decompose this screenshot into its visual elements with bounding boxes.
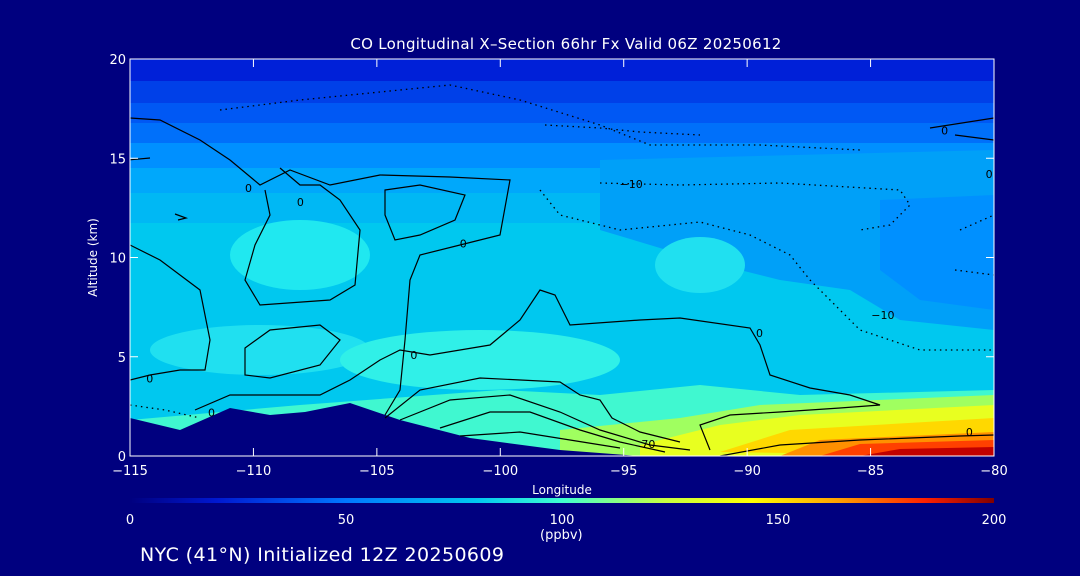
colorbar [130, 498, 994, 503]
x-tick-label: −90 [733, 464, 760, 479]
terrain-mask [130, 403, 640, 456]
contour-label: 0 [297, 196, 304, 209]
contour-label: 0 [966, 426, 973, 439]
contour-label: 0 [756, 327, 763, 340]
colorbar-tick-label: 150 [766, 513, 791, 528]
y-tick-label: 10 [109, 252, 126, 267]
contour-label: 0 [146, 373, 153, 386]
x-tick-label: −105 [359, 464, 395, 479]
x-tick-label: −110 [236, 464, 272, 479]
co-concentration-field [130, 59, 994, 456]
x-tick-label: −85 [857, 464, 884, 479]
y-tick-label: 5 [118, 351, 126, 366]
y-tick-label: 15 [109, 152, 126, 167]
colorbar-tick-label: 200 [982, 513, 1007, 528]
colorbar-tick-label: 100 [550, 513, 575, 528]
x-tick-label: −95 [610, 464, 637, 479]
x-tick-label: −100 [482, 464, 518, 479]
y-axis: 0 5 10 15 20 Altitude (km) [86, 53, 994, 465]
x-axis-label: Longitude [532, 483, 592, 497]
contour-label: 0 [245, 182, 252, 195]
x-tick-label: −115 [112, 464, 148, 479]
contour-label: 70 [641, 438, 655, 451]
contour-label: 0 [208, 406, 215, 419]
colorbar-ticks: 0 50 100 150 200 [126, 513, 1007, 528]
x-tick-label: −80 [980, 464, 1007, 479]
colorbar-tick-label: 50 [338, 513, 355, 528]
contour-label: 0 [460, 238, 467, 251]
contour-label: −10 [620, 178, 643, 191]
contour-label: 0 [941, 124, 948, 137]
colorbar-unit: (ppbv) [540, 528, 583, 543]
colorbar-tick-label: 0 [126, 513, 134, 528]
contour-label: 0 [986, 168, 993, 181]
contour-lines [130, 117, 994, 456]
contour-labels: 0 0 0 0 0 0 0 −10 −10 70 0 0 0 [146, 124, 992, 451]
contour-label: −10 [871, 309, 894, 322]
negative-contours [130, 84, 994, 419]
footer-caption: NYC (41°N) Initialized 12Z 20250609 [140, 544, 505, 566]
y-axis-label: Altitude (km) [86, 218, 100, 297]
chart-title: CO Longitudinal X–Section 66hr Fx Valid … [350, 35, 782, 53]
y-tick-label: 0 [118, 450, 126, 465]
contour-label: 0 [410, 349, 417, 362]
y-tick-label: 20 [109, 53, 126, 68]
